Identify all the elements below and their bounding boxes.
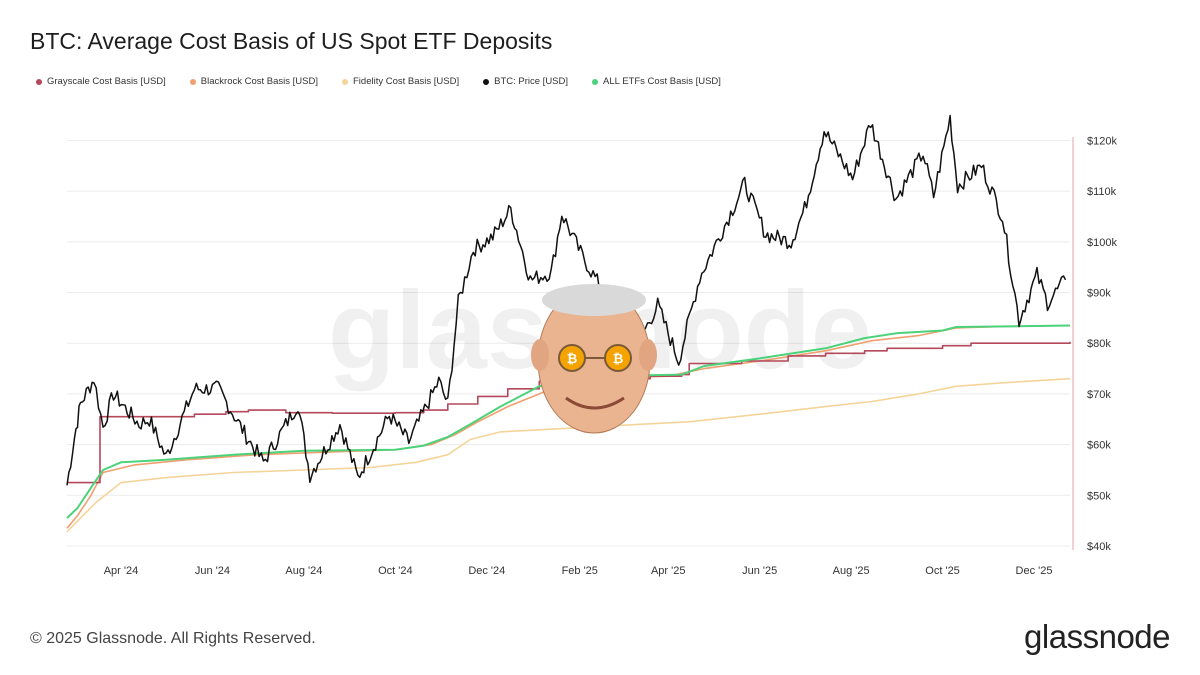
x-tick-label: Dec '25 (1016, 565, 1053, 577)
legend-item-grayscale[interactable]: Grayscale Cost Basis [USD] (36, 76, 166, 87)
legend-label-fidelity: Fidelity Cost Basis [USD] (353, 76, 460, 87)
legend-dot-all-etfs (592, 78, 599, 85)
x-tick-label: Dec '24 (468, 565, 505, 577)
y-tick-label: $80k (1087, 338, 1111, 350)
series-line-btc-price-usd (66, 114, 1067, 486)
legend-label-all-etfs: ALL ETFs Cost Basis [USD] (603, 76, 721, 87)
mouth-shape (565, 396, 625, 410)
x-tick-label: Feb '25 (562, 565, 598, 577)
legend-dot-grayscale (36, 78, 42, 85)
series-line-blackrock-cost-basis-usd (66, 324, 1071, 529)
meme-face: ₿ ₿ (531, 284, 657, 434)
x-axis-ticks: Apr '24 Jun '24 Aug '24 Oct '24 Dec '24 Feb '… (104, 565, 1053, 577)
legend-dot-btc-price (483, 78, 490, 85)
chart-canvas: glassnode $40k$50k$60k$70k$80k$90k$100k$… (66, 114, 1117, 577)
legend-item-all-etfs[interactable]: ALL ETFs Cost Basis [USD] (592, 76, 721, 87)
footer-logo[interactable]: glassnode (1024, 618, 1170, 655)
chart-title: BTC: Average Cost Basis of US Spot ETF D… (30, 28, 553, 54)
legend-label-blackrock: Blackrock Cost Basis [USD] (200, 76, 318, 87)
series-line-grayscale-cost-basis-usd (67, 341, 1071, 484)
x-tick-label: Aug '24 (285, 565, 322, 577)
legend: Grayscale Cost Basis [USD] Blackrock Cos… (36, 76, 721, 87)
left-bitcoin-glyph: ₿ (567, 352, 578, 367)
legend-label-grayscale: Grayscale Cost Basis [USD] (47, 76, 166, 87)
footer-copyright: © 2025 Glassnode. All Rights Reserved. (30, 630, 316, 647)
right-bitcoin-glyph: ₿ (613, 352, 624, 367)
y-tick-label: $120k (1087, 135, 1117, 147)
legend-label-btc-price: BTC: Price [USD] (494, 76, 569, 87)
x-tick-label: Oct '24 (378, 565, 413, 577)
legend-item-blackrock[interactable]: Blackrock Cost Basis [USD] (189, 76, 318, 87)
x-tick-label: Apr '24 (104, 565, 139, 577)
x-tick-label: Oct '25 (925, 565, 960, 577)
y-tick-label: $110k (1087, 186, 1117, 198)
y-tick-label: $70k (1087, 389, 1111, 401)
x-tick-label: Apr '25 (651, 565, 686, 577)
x-tick-label: Jun '25 (742, 565, 777, 577)
y-tick-label: $60k (1087, 440, 1111, 452)
right-ear (639, 339, 657, 371)
legend-dot-fidelity (342, 78, 348, 85)
x-tick-label: Aug '25 (833, 565, 870, 577)
series-line-fidelity-cost-basis-usd (66, 377, 1071, 533)
y-tick-label: $90k (1087, 288, 1111, 300)
y-tick-label: $50k (1087, 490, 1111, 502)
series-line-all-etfs-cost-basis-usd (66, 324, 1071, 519)
hair-shape (542, 284, 646, 316)
y-tick-label: $40k (1087, 541, 1111, 553)
x-tick-label: Jun '24 (195, 565, 230, 577)
legend-item-fidelity[interactable]: Fidelity Cost Basis [USD] (342, 76, 459, 87)
left-ear (531, 339, 549, 371)
series-layer (66, 114, 1071, 533)
y-axis-ticks: $40k $50k $60k $70k $80k $90k $100k $110k $120k (1087, 135, 1117, 553)
y-tick-label: $100k (1087, 237, 1117, 249)
legend-item-btc-price[interactable]: BTC: Price [USD] (483, 76, 568, 87)
legend-dot-blackrock (189, 78, 196, 85)
